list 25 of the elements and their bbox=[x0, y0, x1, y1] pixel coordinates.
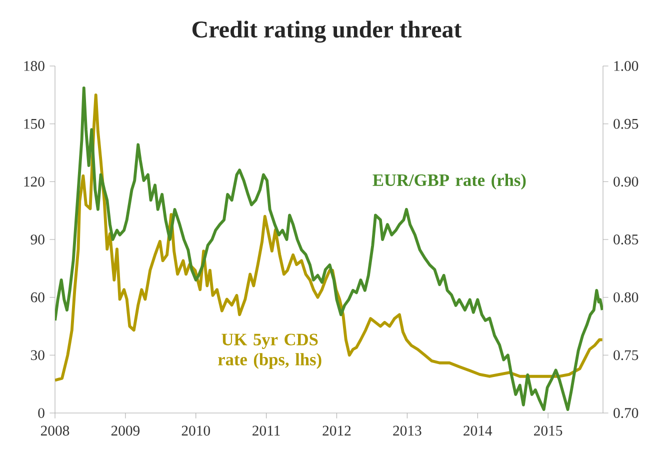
y-tick-label: 180 bbox=[24, 61, 44, 71]
y2-tick-label: 0.85 bbox=[614, 234, 638, 244]
y-tick-label: 150 bbox=[24, 118, 44, 129]
y2-tick-label: 0.80 bbox=[614, 292, 638, 302]
x-tick-label: 2014 bbox=[464, 426, 492, 436]
x-tick-label: 2008 bbox=[40, 426, 70, 436]
x-tick-label: 2012 bbox=[322, 426, 351, 436]
y-tick-label: 30 bbox=[31, 350, 44, 360]
y2-tick-label: 0.75 bbox=[614, 350, 638, 360]
y-tick-label: 60 bbox=[30, 292, 44, 302]
y-tick-label: 90 bbox=[30, 234, 44, 244]
y-tick-label: 0 bbox=[38, 408, 44, 418]
x-tick-label: 2013 bbox=[393, 426, 422, 436]
x-tick-label: 2009 bbox=[111, 426, 140, 436]
y2-tick-label: 1.00 bbox=[614, 61, 638, 71]
y-tick-label: 120 bbox=[24, 176, 44, 187]
x-tick-label: 2011 bbox=[252, 426, 280, 436]
x-tick-label: 2010 bbox=[182, 426, 210, 436]
series-label: EUR/GBP rate (rhs) bbox=[372, 174, 526, 190]
x-tick-label: 2015 bbox=[534, 426, 562, 436]
y2-tick-label: 0.95 bbox=[614, 118, 638, 129]
y2-tick-label: 0.70 bbox=[614, 408, 638, 418]
series-label: UK 5yr CDS rate (bps, lhs) bbox=[218, 334, 322, 369]
chart-title: Credit rating under threat bbox=[192, 20, 462, 43]
y2-tick-label: 0.90 bbox=[614, 176, 638, 187]
